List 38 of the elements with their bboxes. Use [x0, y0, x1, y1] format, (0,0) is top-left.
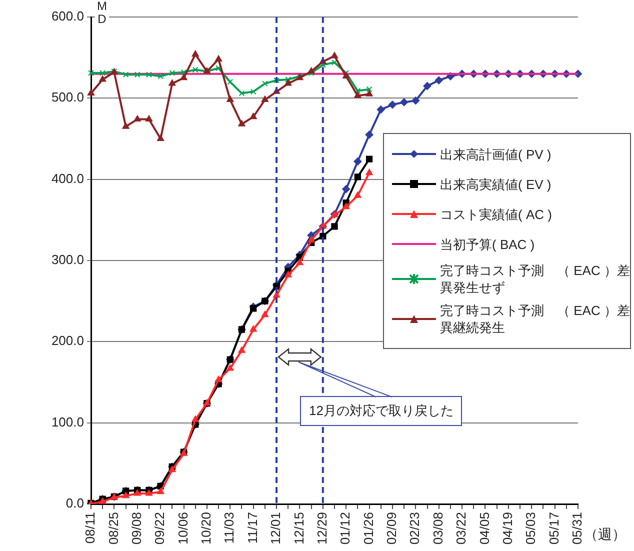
legend-label: 出来高計画値( PV ) [440, 146, 552, 162]
x-tick-label: 11/03 [222, 512, 237, 544]
x-tick-label: 04/19 [500, 512, 516, 545]
x-tick-label: 01/26 [360, 512, 376, 545]
x-tick-label: 09/08 [128, 512, 144, 545]
y-tick-label: 200.0 [51, 333, 84, 348]
annotation: 12月の対応で取り戻した [300, 396, 462, 426]
x-tick-label: 08/11 [82, 512, 98, 544]
legend-label: 出来高実績値( EV ) [440, 176, 552, 192]
y-tick-label: 0.0 [66, 496, 84, 511]
y-tick-label: 100.0 [51, 414, 84, 430]
y-tick-label: 300.0 [51, 252, 84, 268]
x-tick-label: 03/08 [430, 512, 446, 545]
x-tick-label: 12/29 [314, 512, 330, 545]
x-tick-label: 03/22 [454, 512, 469, 545]
x-tick-label: 09/22 [152, 512, 168, 545]
y-tick-label: 400.0 [51, 170, 84, 186]
x-tick-label: 10/06 [175, 512, 190, 545]
x-tick-label: 02/23 [407, 512, 422, 545]
legend-label: 完了時コスト予測 （ EAC ）差異発生せず [440, 262, 630, 296]
legend-label: コスト実績値( AC ) [440, 206, 553, 222]
y-tick-label: 500.0 [51, 90, 84, 105]
legend-label: 当初予算( BAC ) [440, 236, 536, 252]
x-tick-label: 04/05 [476, 512, 492, 545]
x-tick-label: 05/03 [523, 512, 538, 545]
x-tick-label: 01/12 [338, 512, 353, 545]
y-axis-title: MD [95, 0, 109, 26]
x-tick-label: 12/15 [291, 512, 306, 545]
x-tick-label: 11/17 [244, 512, 260, 544]
x-tick-label: 02/09 [384, 512, 400, 545]
x-tick-label: 12/01 [268, 512, 284, 545]
x-tick-label: 10/20 [198, 512, 214, 545]
x-axis-title: （週） [584, 526, 626, 544]
legend-label: 完了時コスト予測 （ EAC ）差異継続発生 [440, 302, 630, 336]
y-tick-label: 600.0 [51, 8, 84, 24]
x-tick-label: 05/31 [570, 512, 585, 545]
x-tick-label: 05/17 [546, 512, 562, 545]
x-tick-label: 08/25 [106, 512, 121, 545]
